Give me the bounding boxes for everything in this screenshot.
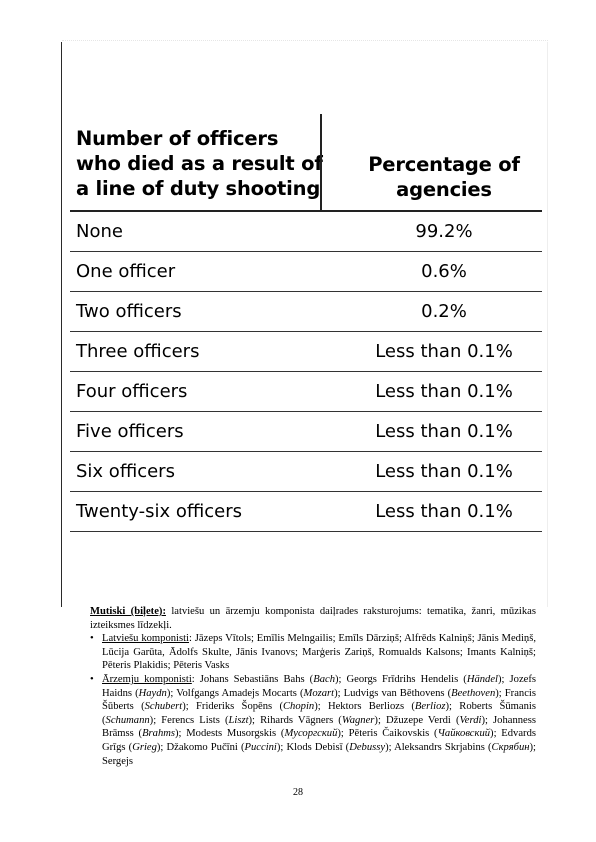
intro-label: Mutiski (biļete): [90,606,166,617]
composer-text-segment: ); Sergejs [102,741,536,767]
composer-text-segment: ); Klods Debisī ( [276,741,350,753]
composer-original-name: Berlioz [414,701,446,713]
intro-paragraph: Mutiski (biļete): latviešu un ārzemju ko… [90,605,536,632]
composer-text-segment: ); Modests Musorgskis ( [175,728,285,740]
composer-original-name: Händel [466,673,498,685]
latvian-composers-text: : Jāzeps Vītols; Emīlis Melngailis; Emīl… [102,633,536,672]
table-row: Three officers Less than 0.1% [70,332,542,372]
composer-text-segment: ); Roberts Šūmanis ( [102,701,536,726]
list-item-foreign-composers: Ārzemju komponisti: Johans Sebastiāns Ba… [90,673,536,768]
row-rule [70,450,542,452]
composer-original-name: Beethoven [451,687,496,699]
table-header: Number of officers who died as a result … [70,112,542,210]
row-label: Two officers [76,301,182,322]
page-number: 28 [293,787,303,798]
header-percentage-of-agencies: Percentage of agencies [346,152,542,202]
composer-text-segment: : Johans Sebastiāns Bahs ( [191,673,314,685]
table-row: Five officers Less than 0.1% [70,412,542,452]
composer-original-name: Mozart [303,687,335,699]
table-row: None 99.2% [70,212,542,252]
header-left-line: Number of officers [76,127,279,150]
composer-original-name: Schubert [144,701,183,713]
composer-original-name: Bach [313,673,335,685]
scan-edge [62,40,548,43]
header-left-line: who died as a result of [76,152,323,175]
row-rule [70,290,542,292]
composer-text-segment: ); Džakomo Pučīni ( [156,741,245,753]
composer-original-name: Liszt [228,714,249,726]
row-rule [70,250,542,252]
composer-text-segment: ); Aleksandrs Skrjabins ( [385,741,492,753]
composer-text-segment: ); Georgs Frīdrihs Hendelis ( [335,673,467,685]
header-right-line: Percentage of [368,153,520,176]
composer-list: Latviešu komponisti: Jāzeps Vītols; Emīl… [90,632,536,768]
table-row: Four officers Less than 0.1% [70,372,542,412]
composer-text-segment: ); Jozefs Haidns ( [102,673,536,699]
composer-original-name: Grieg [132,741,157,753]
table-row: Six officers Less than 0.1% [70,452,542,492]
composer-text-segment: ); Edvards Grīgs ( [102,728,536,753]
composer-original-name: Puccini [244,741,277,753]
composer-text-segment: ); Volfgangs Amadejs Mocarts ( [166,687,304,699]
composer-text-segment: ); Ferencs Lists ( [149,714,229,726]
composer-original-name: Мусоргский [284,728,338,740]
table-row: One officer 0.6% [70,252,542,292]
row-label: Five officers [76,421,184,442]
row-rule [70,530,542,532]
column-divider [320,114,322,210]
composer-text-segment: ); Rihards Vāgners ( [248,714,342,726]
intro-text: latviešu un ārzemju komponista daiļrades… [90,606,536,631]
table-row: Two officers 0.2% [70,292,542,332]
header-right-line: agencies [396,178,492,201]
latvian-composers-label: Latviešu komponisti [102,633,190,645]
composer-original-name: Chopin [282,701,315,713]
row-value: Less than 0.1% [375,421,513,442]
composer-text-segment: ); Johanness Brāmss ( [102,714,536,740]
composer-original-name: Schumann [105,714,150,726]
composer-original-name: Debussy [349,741,386,753]
row-label: Twenty-six officers [76,501,243,522]
row-value: 99.2% [415,221,473,242]
composer-original-name: Wagner [341,714,375,726]
row-value: Less than 0.1% [375,341,513,362]
composer-text-segment: ); Francis Šūberts ( [102,687,536,713]
list-item-latvian-composers: Latviešu komponisti: Jāzeps Vītols; Emīl… [90,632,536,673]
composer-text-segment: ); Ludvigs van Bēthovens ( [334,687,452,699]
composer-original-name: Haydn [138,687,167,699]
foreign-composers-text: : Johans Sebastiāns Bahs (Bach); Georgs … [102,674,536,767]
header-rule [70,210,542,212]
composer-text-segment: ); Džuzepe Verdi ( [374,714,460,726]
header-left-line: a line of duty shooting [76,177,321,200]
header-number-of-officers: Number of officers who died as a result … [76,126,338,201]
row-rule [70,370,542,372]
row-value: Less than 0.1% [375,461,513,482]
row-label: Six officers [76,461,175,482]
composer-original-name: Скрябин [491,741,530,753]
row-label: One officer [76,261,176,282]
row-rule [70,410,542,412]
officer-deaths-table: Number of officers who died as a result … [70,112,542,544]
row-value: 0.2% [421,301,467,322]
composer-text-segment: ); Pēteris Čaikovskis ( [337,728,438,740]
row-rule [70,330,542,332]
composer-text-segment: ); Hektors Berliozs ( [314,701,415,713]
composer-text-segment: ); Frideriks Šopēns ( [182,701,283,713]
row-value: Less than 0.1% [375,501,513,522]
row-rule [70,490,542,492]
row-value: Less than 0.1% [375,381,513,402]
composer-original-name: Verdi [459,714,482,726]
row-label: None [76,221,123,242]
table-row: Twenty-six officers Less than 0.1% [70,492,542,532]
composer-original-name: Brahms [142,728,176,740]
foreign-composers-label: Ārzemju komponisti [102,673,192,685]
composer-original-name: Чайковский [437,728,491,740]
body-text: Mutiski (biļete): latviešu un ārzemju ko… [90,605,536,768]
row-label: Three officers [76,341,200,362]
scan-left-edge-line [61,42,62,607]
row-label: Four officers [76,381,188,402]
row-value: 0.6% [421,261,467,282]
scan-right-edge-line [547,42,548,607]
